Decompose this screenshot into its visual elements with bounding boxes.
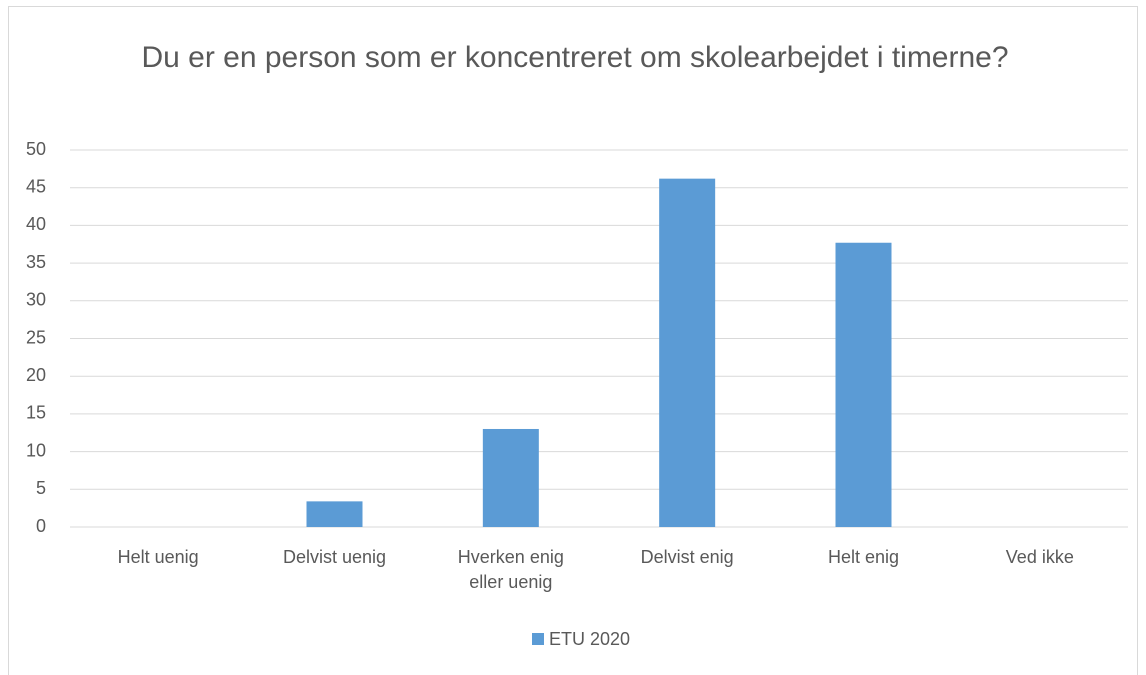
y-tick-label: 50 bbox=[26, 139, 46, 159]
bar bbox=[659, 178, 716, 528]
y-tick-label: 15 bbox=[26, 403, 46, 423]
x-tick-label: Delvist enig bbox=[640, 547, 734, 567]
x-tick-label: Ved ikke bbox=[1005, 547, 1074, 567]
y-tick-label: 25 bbox=[26, 327, 46, 347]
y-tick-label: 20 bbox=[26, 365, 46, 385]
legend-swatch bbox=[532, 633, 544, 645]
y-tick-label: 35 bbox=[26, 252, 46, 272]
y-tick-label: 10 bbox=[26, 440, 46, 460]
legend-label: ETU 2020 bbox=[549, 629, 630, 649]
bar bbox=[306, 501, 363, 527]
x-tick-label: Hverken enig eller uenig bbox=[457, 547, 564, 592]
y-tick-label: 5 bbox=[36, 478, 46, 498]
x-tick-label: Helt uenig bbox=[117, 547, 199, 567]
y-tick-label: 0 bbox=[36, 516, 46, 536]
y-tick-label: 30 bbox=[26, 290, 46, 310]
y-tick-label: 45 bbox=[26, 176, 46, 196]
bar bbox=[835, 242, 892, 527]
y-tick-label: 40 bbox=[26, 214, 46, 234]
chart-title: Du er en person som er koncentreret om s… bbox=[141, 41, 1009, 74]
x-tick-label: Helt enig bbox=[827, 547, 900, 567]
chart-border bbox=[8, 6, 1138, 675]
bar bbox=[482, 428, 539, 527]
x-tick-label: Delvist uenig bbox=[282, 547, 387, 567]
